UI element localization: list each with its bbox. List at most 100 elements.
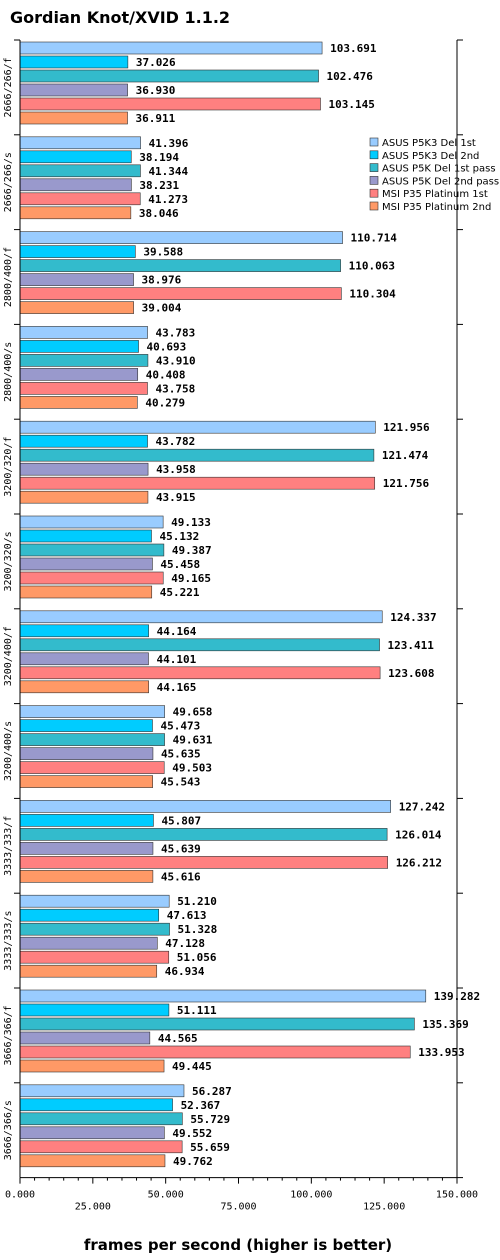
bar bbox=[19, 610, 383, 624]
legend-swatch bbox=[369, 176, 379, 185]
bar bbox=[19, 1017, 415, 1031]
legend-label: ASUS P5K Del 2nd pass bbox=[382, 176, 499, 187]
bar bbox=[19, 828, 388, 841]
bar bbox=[19, 69, 319, 83]
data-label: 52.367 bbox=[181, 1099, 221, 1112]
legend-swatch bbox=[369, 201, 379, 211]
bar bbox=[19, 666, 381, 680]
bar bbox=[19, 856, 388, 869]
bar bbox=[19, 83, 128, 97]
data-label: 36.930 bbox=[136, 84, 176, 97]
category-label: 2666/266/f bbox=[3, 57, 14, 117]
data-label: 40.279 bbox=[145, 396, 185, 409]
data-label: 49.133 bbox=[171, 516, 211, 529]
bar bbox=[19, 515, 164, 529]
x-axis-label: frames per second (higher is better) bbox=[84, 1236, 392, 1254]
bar bbox=[19, 368, 139, 381]
bar bbox=[19, 136, 141, 150]
x-tick-label: 50.000 bbox=[148, 1190, 184, 1201]
bar bbox=[19, 111, 128, 125]
data-label: 127.242 bbox=[399, 800, 445, 813]
data-label: 40.408 bbox=[146, 368, 186, 381]
data-label: 40.693 bbox=[147, 340, 187, 353]
data-label: 56.287 bbox=[192, 1085, 232, 1098]
data-label: 38.976 bbox=[142, 274, 182, 287]
bar bbox=[19, 585, 153, 599]
bar bbox=[19, 775, 153, 788]
data-label: 45.635 bbox=[161, 748, 201, 761]
data-label: 121.956 bbox=[383, 421, 430, 434]
data-label: 45.473 bbox=[160, 720, 200, 733]
data-label: 103.145 bbox=[328, 98, 374, 111]
bar bbox=[19, 382, 148, 395]
data-label: 126.212 bbox=[396, 856, 442, 869]
data-label: 51.210 bbox=[177, 895, 217, 908]
data-label: 38.231 bbox=[139, 179, 179, 192]
bar bbox=[19, 448, 375, 462]
bar bbox=[19, 733, 165, 746]
bar bbox=[19, 55, 129, 69]
bar bbox=[19, 1140, 183, 1154]
legend-swatch bbox=[369, 150, 379, 160]
data-label: 55.729 bbox=[190, 1113, 230, 1126]
bar bbox=[19, 1126, 165, 1140]
category-label: 3666/366/s bbox=[3, 1100, 14, 1160]
data-label: 39.004 bbox=[142, 302, 182, 315]
legend: ASUS P5K3 Del 1st ASUS P5K3 Del 2nd ASUS P… bbox=[369, 137, 499, 213]
data-label: 123.608 bbox=[388, 667, 434, 680]
bar bbox=[19, 97, 321, 111]
chart-title: Gordian Knot/XVID 1.1.2 bbox=[10, 8, 230, 27]
data-label: 49.762 bbox=[173, 1155, 213, 1168]
data-label: 45.221 bbox=[160, 586, 200, 599]
legend-swatch bbox=[369, 188, 379, 198]
data-label: 103.691 bbox=[330, 42, 377, 55]
data-label: 51.111 bbox=[177, 1004, 217, 1017]
bar bbox=[19, 178, 132, 192]
bar bbox=[19, 1112, 183, 1126]
bar bbox=[19, 747, 154, 760]
bar bbox=[19, 396, 138, 409]
data-label: 43.782 bbox=[156, 435, 196, 448]
bar bbox=[19, 543, 165, 557]
bars-layer: 103.691 37.026 102.476 36.930 103.145 36.911 4… bbox=[19, 41, 480, 1168]
data-label: 41.396 bbox=[149, 137, 189, 150]
x-tick-label: 75.000 bbox=[220, 1202, 256, 1213]
bar bbox=[19, 326, 148, 339]
bar bbox=[19, 273, 134, 286]
bar bbox=[19, 529, 152, 543]
bar bbox=[19, 719, 153, 732]
bar bbox=[19, 340, 139, 353]
data-label: 49.165 bbox=[171, 572, 211, 585]
legend-swatch bbox=[369, 163, 379, 172]
data-label: 38.046 bbox=[139, 207, 179, 220]
bar bbox=[19, 705, 165, 718]
data-label: 43.758 bbox=[155, 382, 195, 395]
data-label: 49.631 bbox=[173, 734, 213, 747]
data-label: 47.613 bbox=[167, 909, 207, 922]
data-label: 44.565 bbox=[158, 1032, 198, 1045]
data-label: 55.659 bbox=[190, 1141, 230, 1154]
x-tick-label: 150.000 bbox=[436, 1190, 478, 1201]
data-label: 36.911 bbox=[136, 112, 176, 125]
bar bbox=[19, 462, 149, 476]
bar bbox=[19, 490, 149, 504]
data-label: 110.714 bbox=[351, 232, 398, 245]
bar bbox=[19, 287, 342, 300]
category-label: 3333/333/s bbox=[3, 910, 14, 970]
legend-swatch bbox=[369, 137, 379, 147]
bar bbox=[19, 964, 158, 978]
data-label: 43.910 bbox=[156, 354, 196, 367]
data-label: 49.658 bbox=[173, 706, 213, 719]
bar bbox=[19, 870, 154, 883]
category-label: 3200/320/f bbox=[3, 436, 14, 496]
data-label: 43.783 bbox=[156, 326, 196, 339]
bar bbox=[19, 894, 170, 908]
legend-label: MSI P35 Platinum 1st bbox=[382, 189, 488, 200]
bar bbox=[19, 936, 158, 950]
data-label: 135.369 bbox=[422, 1018, 468, 1031]
data-label: 45.639 bbox=[161, 842, 201, 855]
legend-label: MSI P35 Platinum 2nd bbox=[382, 202, 491, 213]
data-label: 123.411 bbox=[388, 639, 435, 652]
bar bbox=[19, 354, 149, 367]
